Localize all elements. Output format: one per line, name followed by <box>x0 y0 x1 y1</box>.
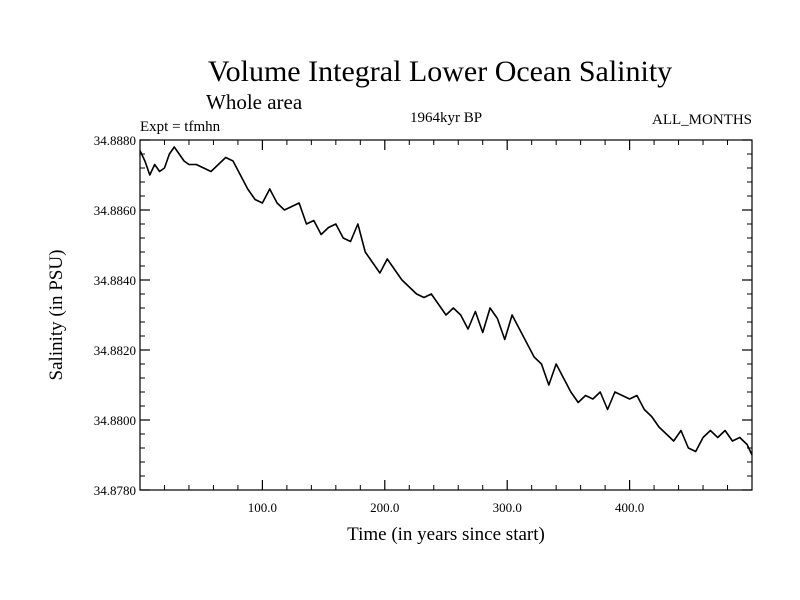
chart-subtitle: Whole area <box>206 90 303 114</box>
y-tick-label: 34.8880 <box>94 133 136 148</box>
experiment-label: Expt = tfmhn <box>140 119 221 135</box>
period-label: 1964kyr BP <box>410 110 482 126</box>
x-tick-label: 200.0 <box>370 500 399 515</box>
series-line-salinity <box>139 146 753 456</box>
y-tick-label: 34.8860 <box>94 203 136 218</box>
y-tick-label: 34.8840 <box>94 273 136 288</box>
x-tick-label: 100.0 <box>248 500 277 515</box>
y-axis-label: Salinity (in PSU) <box>46 250 67 381</box>
months-label: ALL_MONTHS <box>652 112 752 128</box>
y-tick-label: 34.8780 <box>94 483 136 498</box>
y-tick-label: 34.8820 <box>94 343 136 358</box>
x-tick-label: 400.0 <box>615 500 644 515</box>
plot-frame <box>139 139 753 491</box>
x-tick-label: 300.0 <box>493 500 522 515</box>
y-tick-label: 34.8800 <box>94 413 136 428</box>
x-axis-label: Time (in years since start) <box>347 524 545 545</box>
chart-title: Volume Integral Lower Ocean Salinity <box>208 55 672 88</box>
tick-labels: 100.0 200.0 300.0 400.0 34.8780 34.8800 34.882… <box>94 133 644 515</box>
axis-ticks <box>140 139 752 491</box>
